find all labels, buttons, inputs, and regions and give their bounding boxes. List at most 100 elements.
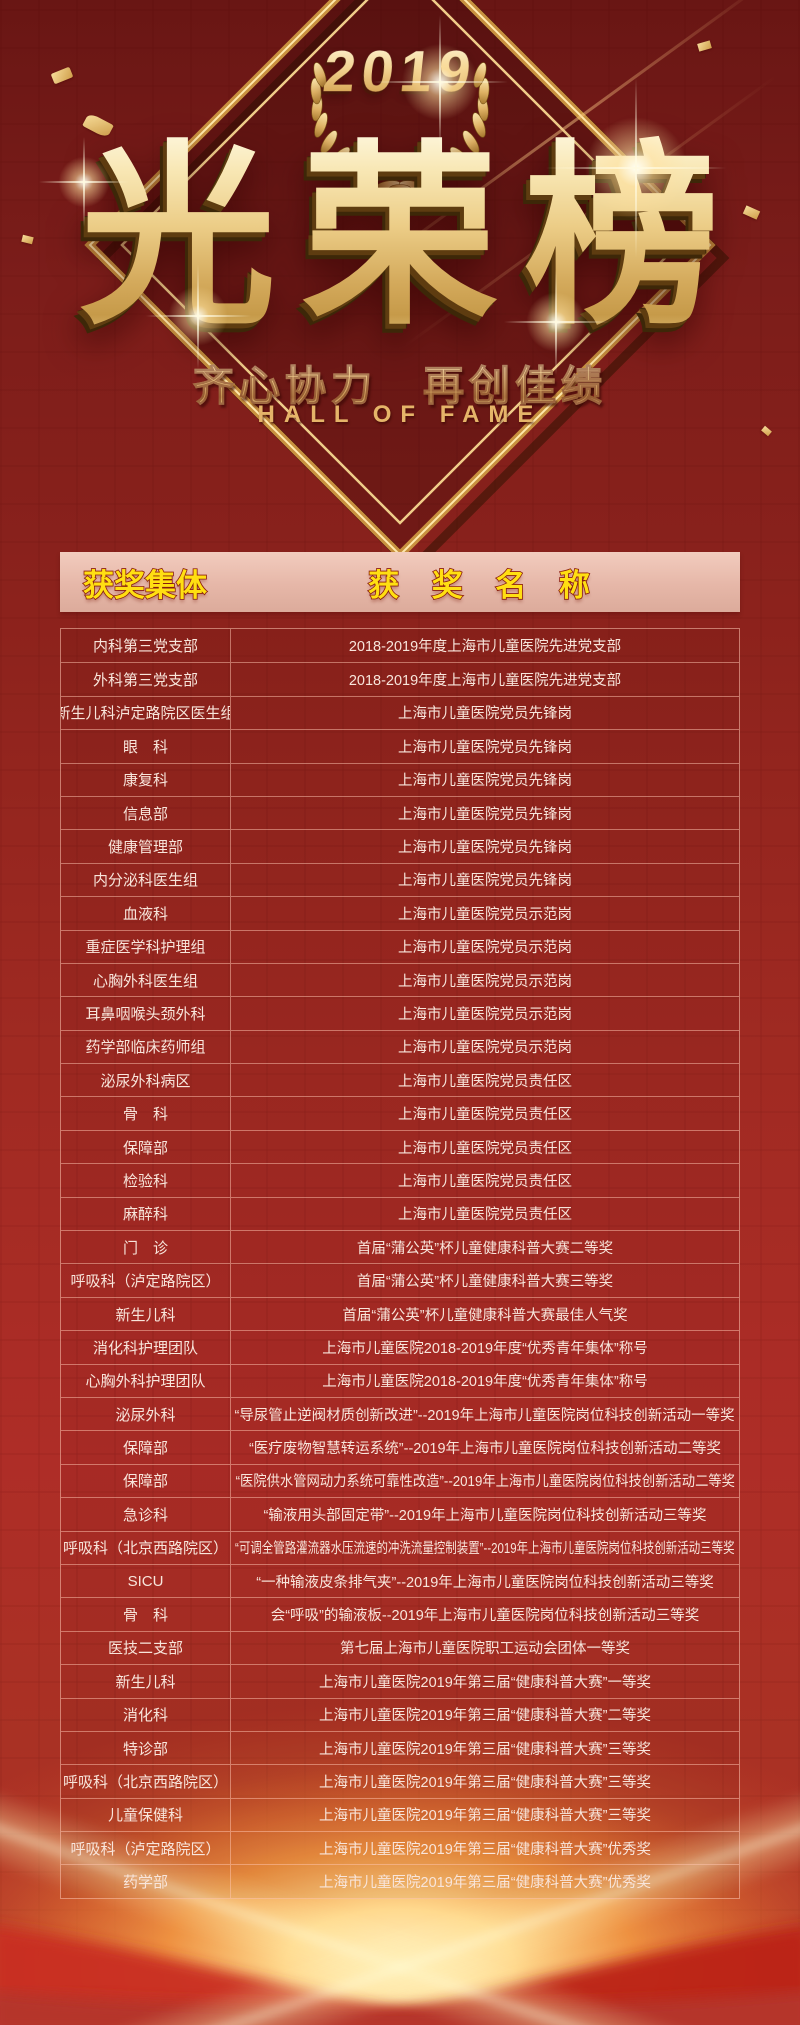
award-cell: 上海市儿童医院党员先锋岗	[398, 706, 572, 723]
award-cell: “输液用头部固定带”--2019年上海市儿童医院岗位科技创新活动三等奖	[263, 1507, 707, 1524]
group-cell: 外科第三党支部	[61, 663, 231, 696]
group-cell: 医技二支部	[61, 1631, 231, 1665]
award-cell: 上海市儿童医院2018-2019年度“优秀青年集体”称号	[322, 1340, 648, 1357]
award-cell: 上海市儿童医院2019年第三届“健康科普大赛”优秀奖	[319, 1841, 651, 1858]
table-row: 消化科护理团队 上海市儿童医院2018-2019年度“优秀青年集体”称号	[61, 1330, 739, 1364]
group-cell: 麻醉科	[61, 1197, 231, 1231]
table-row: 眼 科 上海市儿童医院党员先锋岗	[61, 729, 739, 763]
award-cell: 会“呼吸”的输液板--2019年上海市儿童医院岗位科技创新活动三等奖	[270, 1608, 700, 1625]
table-row: 耳鼻咽喉头颈外科 上海市儿童医院党员示范岗	[61, 996, 739, 1030]
table-row: 新生儿科 上海市儿童医院2019年第三届“健康科普大赛”一等奖	[61, 1664, 739, 1698]
table-row: 重症医学科护理组 上海市儿童医院党员示范岗	[61, 929, 739, 963]
poster-title: 光荣榜	[0, 118, 800, 358]
award-cell: 上海市儿童医院2019年第三届“健康科普大赛”优秀奖	[319, 1875, 651, 1892]
group-cell: SICU	[61, 1564, 231, 1598]
table-row: 呼吸科（北京西路院区） 上海市儿童医院2019年第三届“健康科普大赛”三等奖	[61, 1764, 739, 1798]
table-row: 保障部 上海市儿童医院党员责任区	[61, 1129, 739, 1164]
group-cell: 呼吸科（泸定路院区）	[61, 1832, 231, 1865]
group-cell: 保障部	[61, 1130, 231, 1164]
group-cell: 消化科护理团队	[61, 1331, 231, 1364]
group-cell: 耳鼻咽喉头颈外科	[61, 997, 231, 1030]
award-cell: 上海市儿童医院党员责任区	[398, 1140, 572, 1157]
table-row: 门 诊 首届“蒲公英”杯儿童健康科普大赛二等奖	[61, 1230, 739, 1264]
group-cell: 健康管理部	[61, 830, 231, 863]
group-cell: 泌尿外科病区	[61, 1064, 231, 1097]
award-cell: 上海市儿童医院2019年第三届“健康科普大赛”三等奖	[319, 1741, 651, 1758]
group-cell: 信息部	[61, 796, 231, 830]
award-cell: 上海市儿童医院党员示范岗	[398, 973, 572, 990]
award-cell: 上海市儿童医院党员先锋岗	[398, 739, 572, 756]
table-row: 药学部临床药师组 上海市儿童医院党员示范岗	[61, 1029, 739, 1064]
group-cell: 泌尿外科	[61, 1397, 231, 1431]
table-row: 消化科 上海市儿童医院2019年第三届“健康科普大赛”二等奖	[61, 1697, 739, 1731]
table-row: 血液科 上海市儿童医院党员示范岗	[61, 896, 739, 930]
group-cell: 呼吸科（北京西路院区）	[61, 1765, 231, 1798]
table-row: 信息部 上海市儿童医院党员先锋岗	[61, 795, 739, 830]
group-cell: 呼吸科（北京西路院区）	[61, 1531, 231, 1564]
group-cell: 新生儿科泸定路院区医生组	[61, 696, 231, 730]
award-cell: 上海市儿童医院党员责任区	[398, 1107, 572, 1124]
group-cell: 重症医学科护理组	[61, 930, 231, 963]
award-cell: 2018-2019年度上海市儿童医院先进党支部	[348, 639, 622, 656]
group-cell: 呼吸科（泸定路院区）	[61, 1264, 231, 1297]
poster-slogan: 齐心协力 再创佳绩	[0, 352, 800, 412]
table-row: 保障部 “医疗废物智慧转运系统”--2019年上海市儿童医院岗位科技创新活动二等…	[61, 1430, 739, 1464]
table-row: 药学部 上海市儿童医院2019年第三届“健康科普大赛”优秀奖	[61, 1864, 739, 1898]
table-row: 医技二支部 第七届上海市儿童医院职工运动会团体一等奖	[61, 1630, 739, 1665]
award-cell: 上海市儿童医院2018-2019年度“优秀青年集体”称号	[322, 1374, 648, 1391]
award-cell: 上海市儿童医院2019年第三届“健康科普大赛”三等奖	[319, 1808, 651, 1825]
table-row: 泌尿外科 “导尿管止逆阀材质创新改进”--2019年上海市儿童医院岗位科技创新活…	[61, 1396, 739, 1431]
group-cell: 心胸外科护理团队	[61, 1364, 231, 1397]
award-cell: 上海市儿童医院2019年第三届“健康科普大赛”一等奖	[319, 1674, 651, 1691]
table-row: 呼吸科（泸定路院区） 首届“蒲公英”杯儿童健康科普大赛三等奖	[61, 1263, 739, 1297]
group-cell: 儿童保健科	[61, 1798, 231, 1832]
award-cell: “一种输液皮条排气夹”--2019年上海市儿童医院岗位科技创新活动三等奖	[256, 1574, 714, 1591]
header-award-column: 获 奖 名 称	[367, 567, 602, 604]
award-table: 获奖集体 获 奖 名 称 内科第三党支部 2018-2019年度上海市儿童医院先…	[60, 552, 740, 1899]
poster-subtitle-en: HALL OF FAME	[257, 401, 543, 428]
award-cell: 上海市儿童医院党员先锋岗	[398, 840, 572, 857]
table-row: 骨 科 会“呼吸”的输液板--2019年上海市儿童医院岗位科技创新活动三等奖	[61, 1597, 739, 1631]
award-cell: 2018-2019年度上海市儿童医院先进党支部	[348, 673, 622, 690]
award-cell: “医院供水管网动力系统可靠性改造”--2019年上海市儿童医院岗位科技创新活动二…	[235, 1474, 735, 1491]
group-cell: 保障部	[61, 1431, 231, 1464]
award-cell: 上海市儿童医院党员示范岗	[398, 906, 572, 923]
award-cell: “可调全管路灌流器水压流速的冲洗流量控制装置”--2019年上海市儿童医院岗位科…	[235, 1541, 735, 1558]
group-cell: 内分泌科医生组	[61, 863, 231, 897]
table-row: 麻醉科 上海市儿童医院党员责任区	[61, 1196, 739, 1231]
group-cell: 药学部临床药师组	[61, 1030, 231, 1064]
award-cell: 上海市儿童医院党员责任区	[398, 1073, 572, 1090]
group-cell: 保障部	[61, 1464, 231, 1498]
award-cell: 上海市儿童医院党员示范岗	[398, 1040, 572, 1057]
group-cell: 心胸外科医生组	[61, 963, 231, 997]
group-cell: 急诊科	[61, 1498, 231, 1531]
award-cell: 第七届上海市儿童医院职工运动会团体一等奖	[340, 1641, 630, 1658]
award-cell: 上海市儿童医院党员示范岗	[398, 1006, 572, 1023]
award-cell: 首届“蒲公英”杯儿童健康科普大赛三等奖	[356, 1274, 614, 1291]
group-cell: 检验科	[61, 1164, 231, 1197]
table-row: 检验科 上海市儿童医院党员责任区	[61, 1163, 739, 1197]
table-row: 内科第三党支部 2018-2019年度上海市儿童医院先进党支部	[61, 629, 739, 663]
award-table-header: 获奖集体 获 奖 名 称	[60, 552, 740, 612]
year-label: 2019	[0, 38, 800, 105]
group-cell: 骨 科	[61, 1097, 231, 1130]
award-cell: 首届“蒲公英”杯儿童健康科普大赛最佳人气奖	[342, 1307, 628, 1324]
award-table-body: 内科第三党支部 2018-2019年度上海市儿童医院先进党支部 外科第三党支部 …	[60, 628, 740, 1899]
group-cell: 内科第三党支部	[61, 629, 231, 663]
table-row: 外科第三党支部 2018-2019年度上海市儿童医院先进党支部	[61, 662, 739, 696]
award-cell: 上海市儿童医院党员责任区	[398, 1173, 572, 1190]
award-cell: 上海市儿童医院党员先锋岗	[398, 873, 572, 890]
table-row: 内分泌科医生组 上海市儿童医院党员先锋岗	[61, 862, 739, 897]
table-row: 心胸外科医生组 上海市儿童医院党员示范岗	[61, 962, 739, 997]
table-row: 康复科 上海市儿童医院党员先锋岗	[61, 762, 739, 796]
award-cell: 上海市儿童医院2019年第三届“健康科普大赛”三等奖	[319, 1774, 651, 1791]
award-cell: 上海市儿童医院2019年第三届“健康科普大赛”二等奖	[319, 1708, 651, 1725]
group-cell: 消化科	[61, 1698, 231, 1731]
table-row: 骨 科 上海市儿童医院党员责任区	[61, 1096, 739, 1130]
group-cell: 骨 科	[61, 1598, 231, 1631]
table-row: 新生儿科泸定路院区医生组 上海市儿童医院党员先锋岗	[61, 695, 739, 730]
table-row: 急诊科 “输液用头部固定带”--2019年上海市儿童医院岗位科技创新活动三等奖	[61, 1497, 739, 1531]
header-group-column: 获奖集体	[82, 567, 208, 604]
group-cell: 血液科	[61, 897, 231, 930]
